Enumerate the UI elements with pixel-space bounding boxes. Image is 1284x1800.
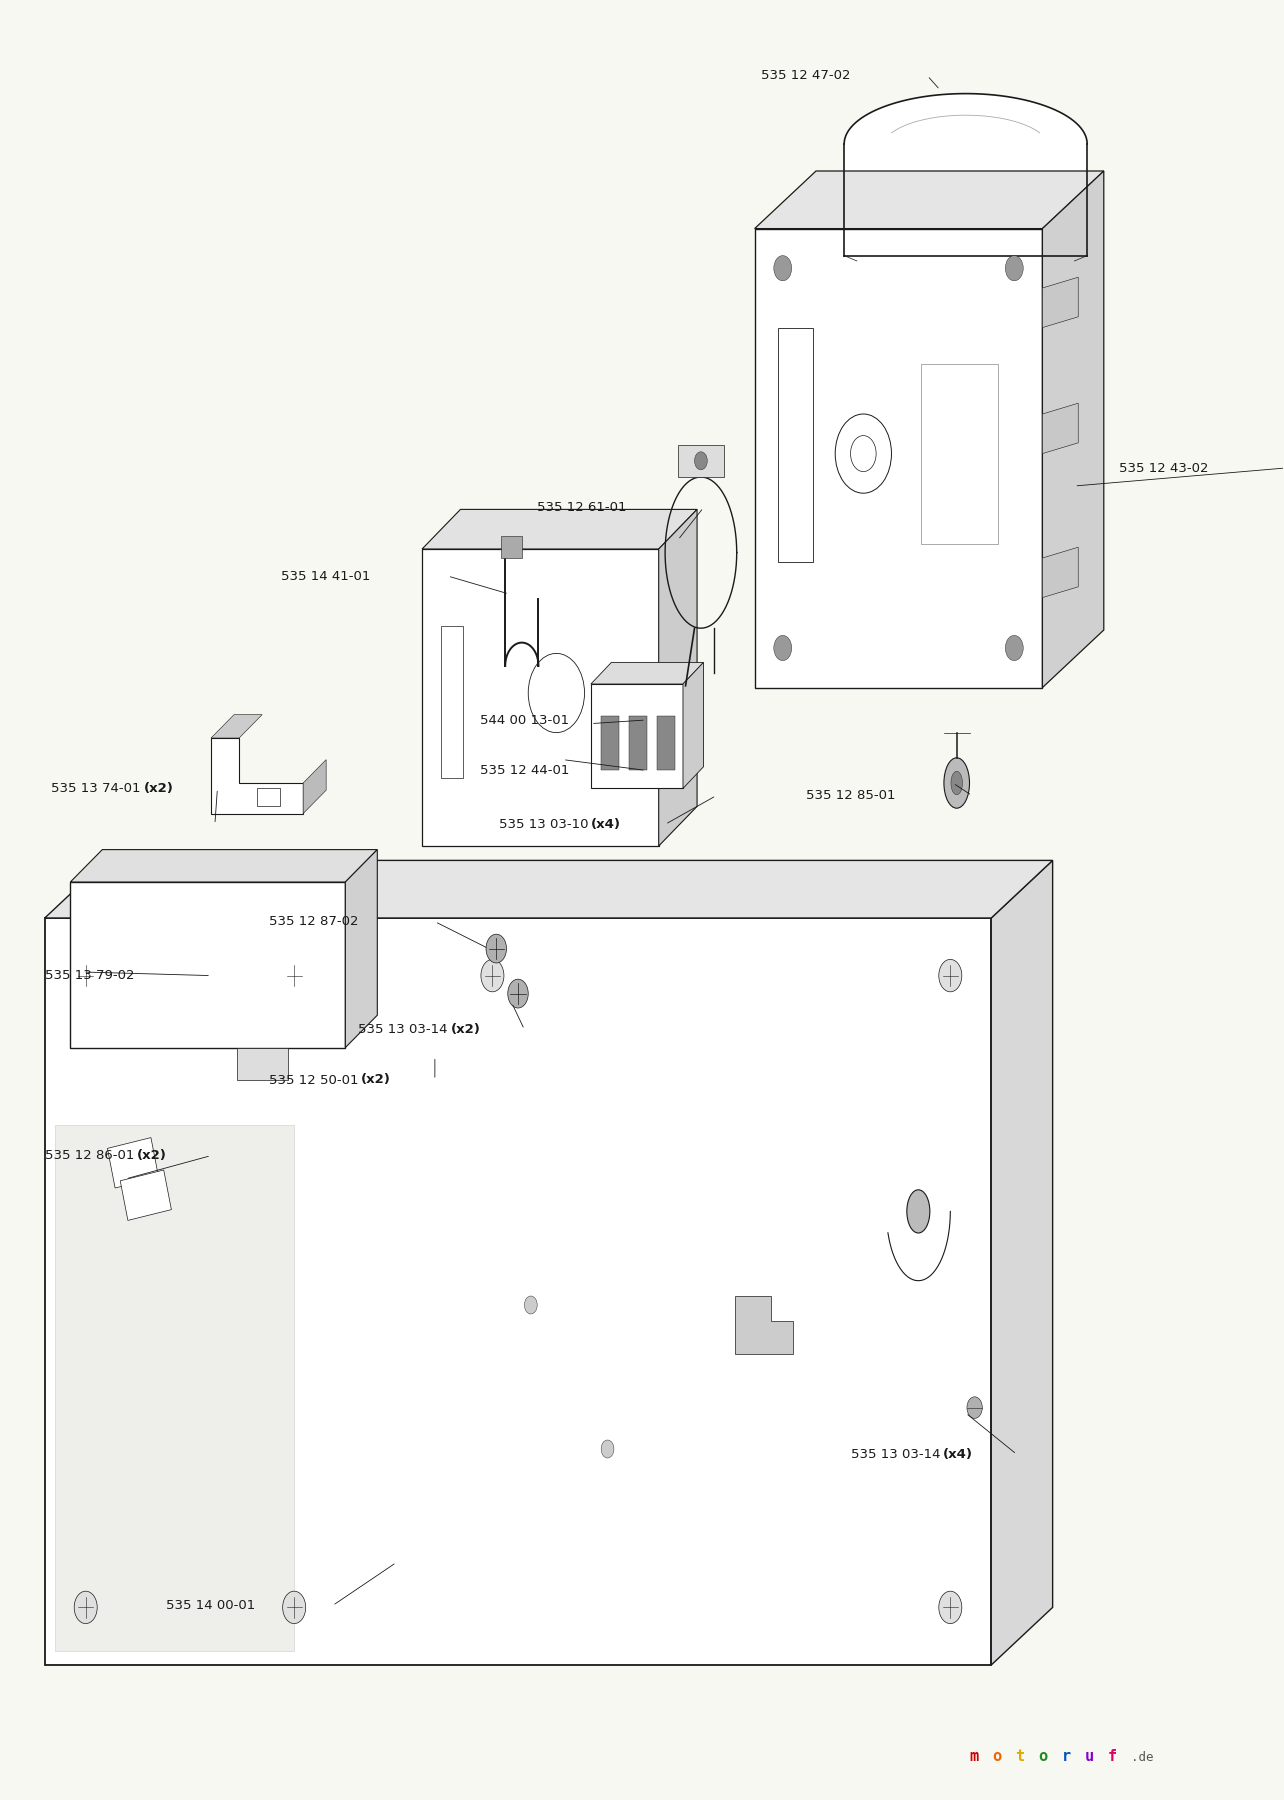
Text: 535 13 03-10: 535 13 03-10: [498, 817, 593, 832]
Circle shape: [774, 635, 792, 661]
Text: 535 12 61-01: 535 12 61-01: [537, 500, 627, 515]
Circle shape: [482, 959, 503, 992]
Circle shape: [524, 1296, 537, 1314]
Polygon shape: [657, 716, 675, 770]
Text: o: o: [993, 1750, 1002, 1764]
Text: 535 13 03-14: 535 13 03-14: [358, 1022, 452, 1037]
Text: m: m: [969, 1750, 978, 1764]
Polygon shape: [844, 94, 1088, 256]
Bar: [501, 536, 521, 558]
Circle shape: [507, 979, 528, 1008]
Polygon shape: [601, 716, 619, 770]
Text: 535 12 85-01: 535 12 85-01: [806, 788, 895, 803]
Text: (x2): (x2): [137, 1148, 167, 1163]
Polygon shape: [236, 1048, 288, 1080]
Text: 535 13 79-02: 535 13 79-02: [45, 968, 135, 983]
Polygon shape: [108, 1138, 159, 1188]
Text: 535 13 74-01: 535 13 74-01: [51, 781, 145, 796]
Text: 535 12 86-01: 535 12 86-01: [45, 1148, 139, 1163]
Circle shape: [74, 1591, 98, 1624]
Polygon shape: [755, 229, 1043, 688]
Text: .de: .de: [1131, 1751, 1153, 1764]
Polygon shape: [736, 1296, 794, 1354]
Polygon shape: [55, 1125, 294, 1651]
Polygon shape: [121, 1170, 171, 1220]
Text: (x2): (x2): [451, 1022, 480, 1037]
Text: 535 13 03-14: 535 13 03-14: [850, 1447, 944, 1462]
Text: (x4): (x4): [942, 1447, 973, 1462]
Text: (x2): (x2): [144, 781, 173, 796]
Circle shape: [601, 1440, 614, 1458]
Polygon shape: [71, 850, 377, 882]
Polygon shape: [211, 738, 303, 814]
Ellipse shape: [951, 772, 963, 796]
Polygon shape: [991, 860, 1053, 1665]
Text: 544 00 13-01: 544 00 13-01: [480, 713, 569, 727]
Circle shape: [282, 959, 306, 992]
Text: 535 12 87-02: 535 12 87-02: [268, 914, 358, 929]
Bar: [678, 445, 724, 477]
Polygon shape: [1043, 277, 1079, 328]
Text: t: t: [1016, 1750, 1025, 1764]
Text: 535 12 43-02: 535 12 43-02: [1120, 461, 1208, 475]
Polygon shape: [659, 509, 697, 846]
Polygon shape: [71, 882, 345, 1048]
Circle shape: [967, 1397, 982, 1418]
Circle shape: [774, 256, 792, 281]
Polygon shape: [303, 760, 326, 814]
Ellipse shape: [944, 758, 969, 808]
Polygon shape: [591, 684, 683, 788]
Polygon shape: [1043, 403, 1079, 454]
Polygon shape: [1043, 171, 1104, 688]
Text: (x4): (x4): [591, 817, 621, 832]
Polygon shape: [345, 850, 377, 1048]
Polygon shape: [591, 662, 704, 684]
Bar: [257, 788, 280, 806]
Circle shape: [939, 1591, 962, 1624]
Circle shape: [695, 452, 707, 470]
Circle shape: [487, 934, 506, 963]
Circle shape: [939, 959, 962, 992]
Text: f: f: [1108, 1750, 1117, 1764]
Text: r: r: [1062, 1750, 1071, 1764]
Text: (x2): (x2): [361, 1073, 390, 1087]
Text: 535 12 44-01: 535 12 44-01: [480, 763, 569, 778]
Ellipse shape: [907, 1190, 930, 1233]
Circle shape: [1005, 256, 1023, 281]
Polygon shape: [211, 715, 262, 738]
Polygon shape: [422, 509, 697, 549]
Text: o: o: [1039, 1750, 1048, 1764]
Text: 535 14 00-01: 535 14 00-01: [166, 1598, 256, 1613]
Polygon shape: [1043, 547, 1079, 598]
Polygon shape: [755, 171, 1104, 229]
Circle shape: [1005, 635, 1023, 661]
Polygon shape: [683, 662, 704, 788]
Text: 535 12 50-01: 535 12 50-01: [268, 1073, 362, 1087]
Text: u: u: [1085, 1750, 1094, 1764]
Polygon shape: [422, 549, 659, 846]
Circle shape: [282, 1591, 306, 1624]
Text: 535 14 41-01: 535 14 41-01: [281, 569, 371, 583]
Text: 535 12 47-02: 535 12 47-02: [761, 68, 850, 83]
Polygon shape: [45, 860, 1053, 918]
Polygon shape: [629, 716, 647, 770]
Circle shape: [74, 959, 98, 992]
Polygon shape: [45, 918, 991, 1665]
